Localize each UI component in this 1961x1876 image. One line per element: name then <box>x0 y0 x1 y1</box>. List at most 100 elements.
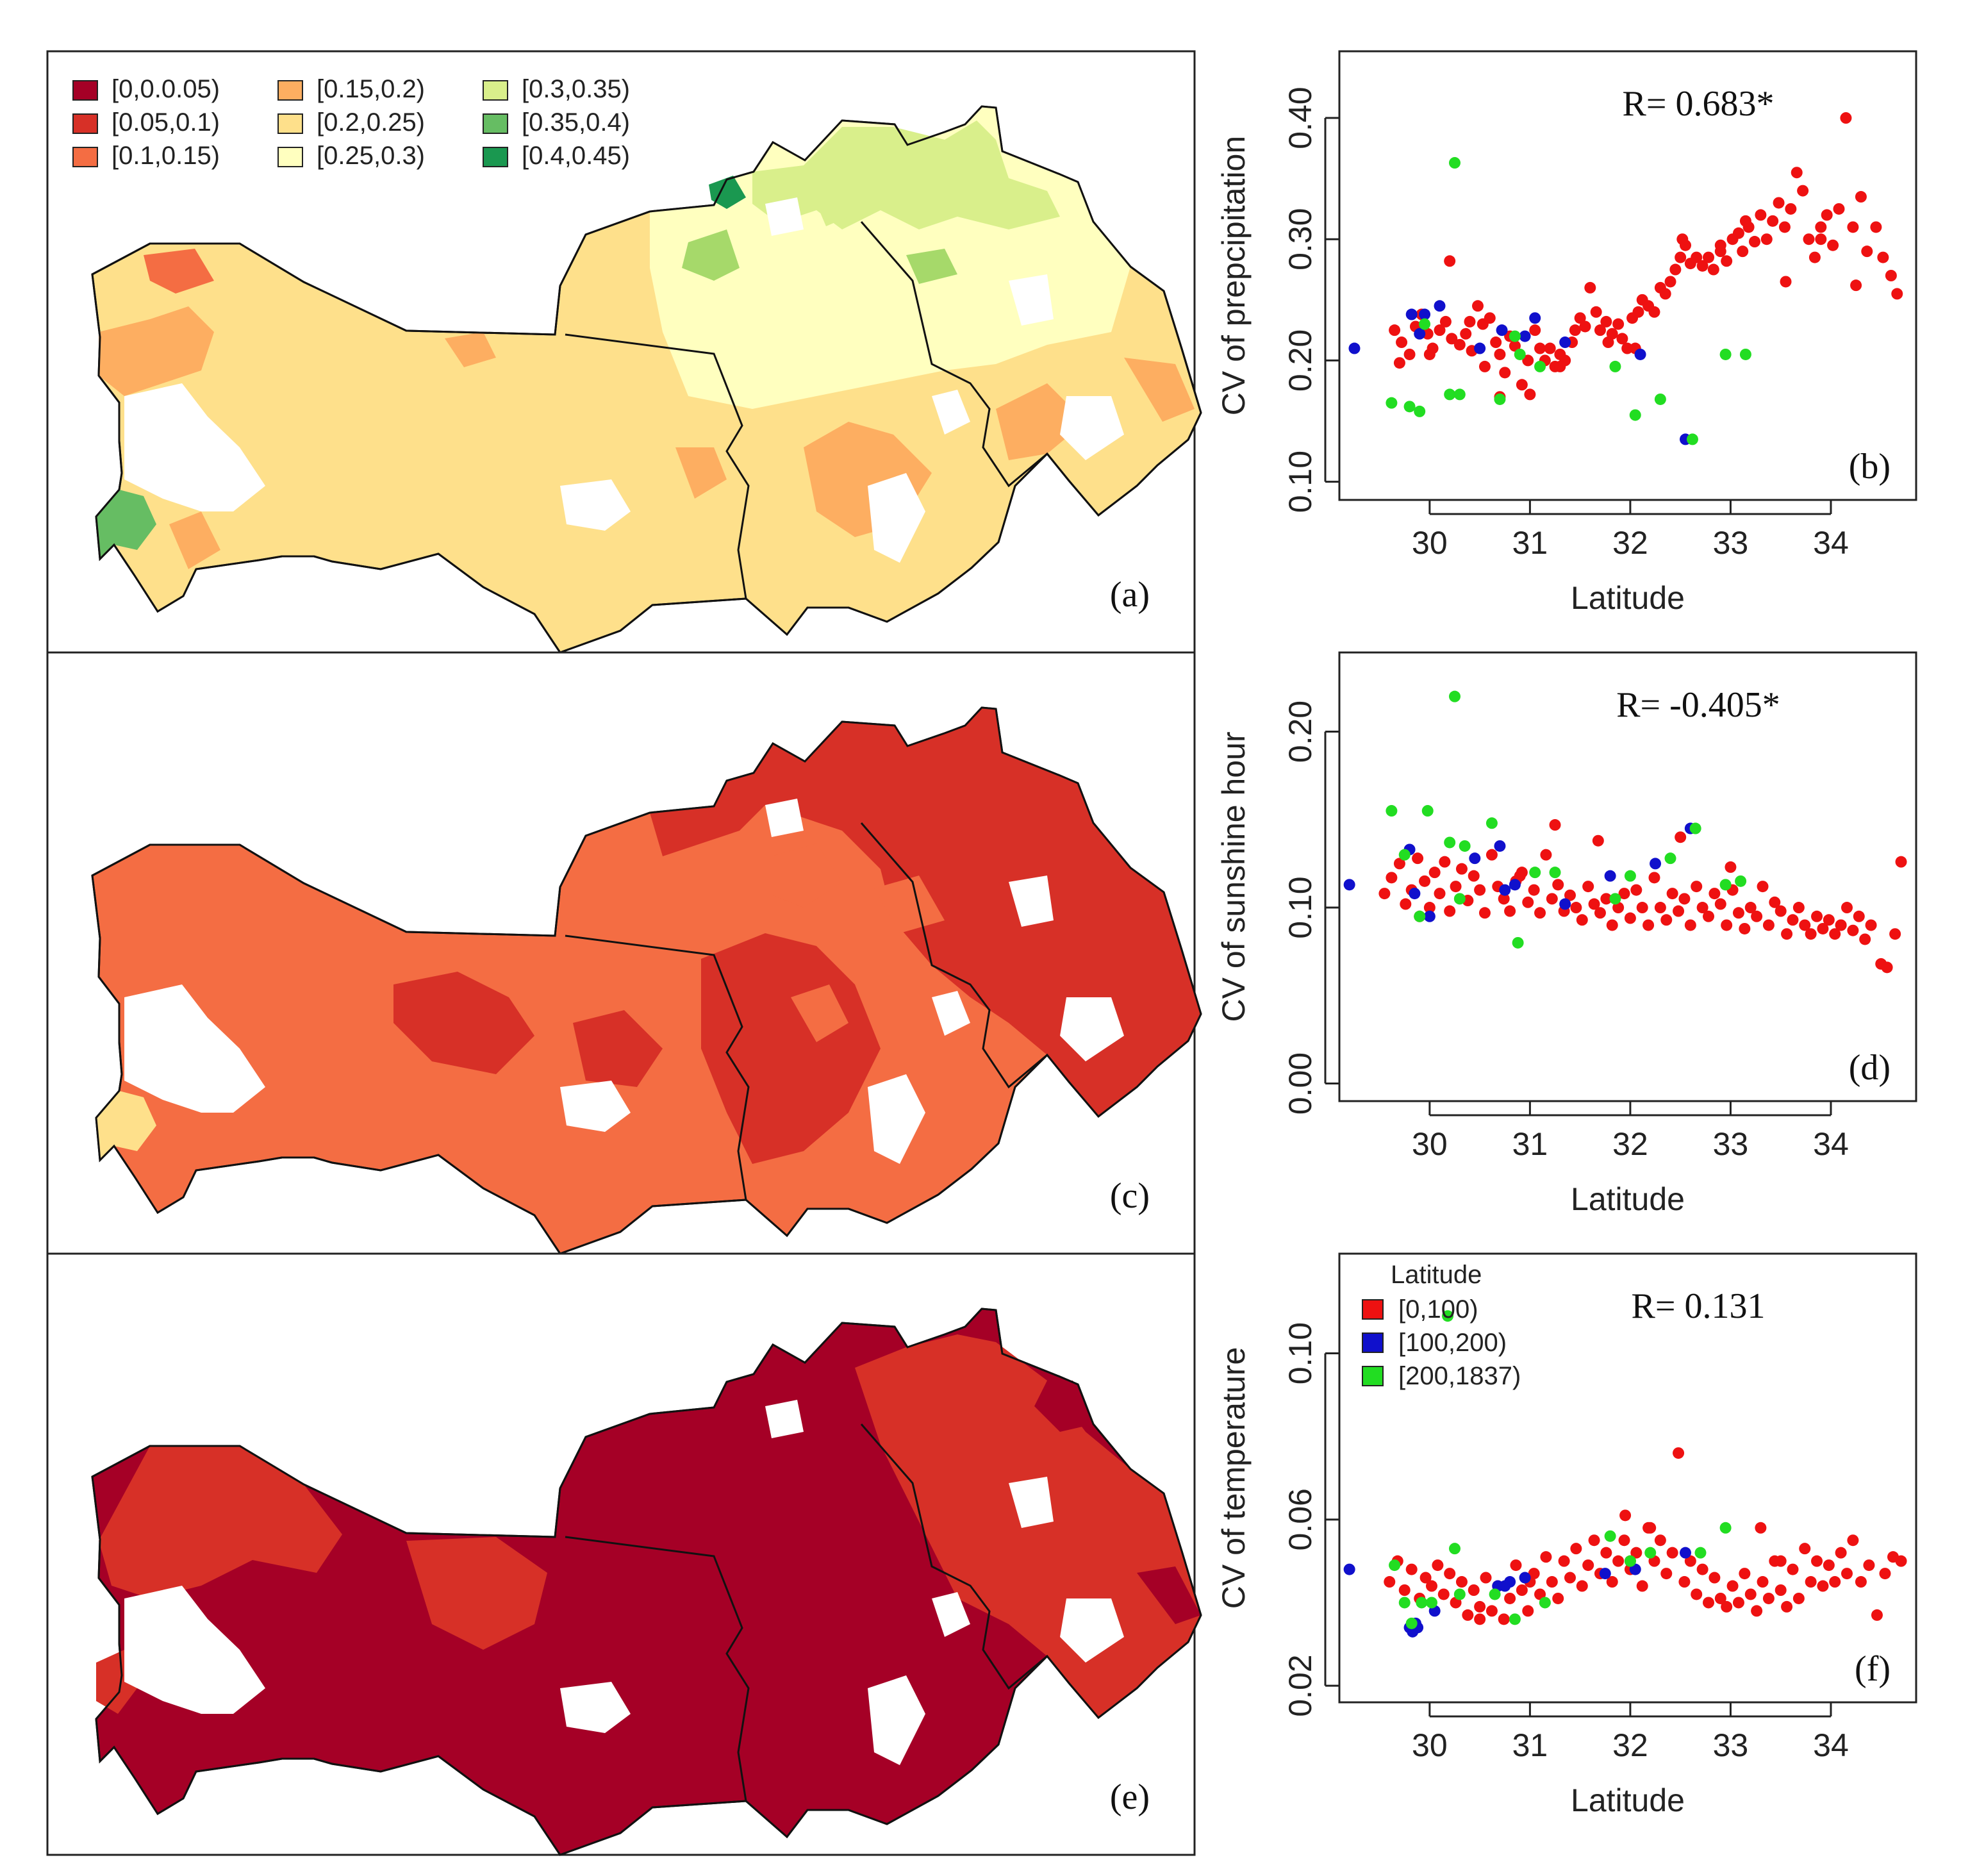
legend-swatch-1 <box>72 113 98 134</box>
data-point <box>1751 1605 1763 1617</box>
data-point <box>1514 348 1526 360</box>
data-point <box>1650 858 1662 870</box>
data-point <box>1823 914 1835 926</box>
x-tick-label: 34 <box>1813 525 1849 561</box>
y-tick-label: 0.40 <box>1282 87 1318 149</box>
x-axis-label: Latitude <box>1571 580 1685 616</box>
data-point <box>1725 861 1737 873</box>
data-point <box>1691 1588 1703 1600</box>
data-point <box>1509 340 1521 352</box>
legend-swatch-8 <box>483 147 508 167</box>
data-point <box>1539 1597 1551 1609</box>
data-point <box>1552 1592 1564 1604</box>
legend-title: Latitude <box>1391 1261 1482 1289</box>
y-axis-label: CV of sunshine hour <box>1216 731 1252 1022</box>
data-point <box>1744 902 1757 914</box>
data-point <box>1797 185 1809 197</box>
data-point <box>1666 1547 1678 1559</box>
legend-label-5: [0.25,0.3) <box>317 142 425 170</box>
data-point <box>1516 1584 1528 1596</box>
data-point <box>1632 306 1644 318</box>
data-point <box>1870 221 1882 233</box>
data-point <box>1778 221 1791 233</box>
x-tick-label: 32 <box>1612 525 1648 561</box>
data-point <box>1468 870 1480 882</box>
data-point <box>1449 1543 1460 1555</box>
x-tick-label: 33 <box>1713 1727 1749 1763</box>
data-point <box>1624 1555 1636 1567</box>
data-point <box>1827 239 1839 251</box>
data-point <box>1439 315 1452 328</box>
data-point <box>1528 884 1540 896</box>
data-point <box>1689 822 1701 834</box>
panel-tag-c: (c) <box>1110 1176 1150 1216</box>
scatter-panel-b: 30 31 32 33 34 0.10 0.20 0.30 0.40 Latitude CV of … <box>1216 50 1917 616</box>
data-point <box>1780 276 1792 288</box>
data-point <box>1673 905 1685 917</box>
data-point <box>1405 308 1418 320</box>
data-point <box>1504 1592 1516 1604</box>
data-point <box>1384 1576 1396 1588</box>
data-point <box>1714 239 1726 251</box>
data-point <box>1634 348 1646 360</box>
data-point <box>1576 914 1588 926</box>
data-point <box>1594 907 1606 919</box>
data-point <box>1703 1597 1714 1609</box>
data-point <box>1749 236 1760 248</box>
data-point <box>1564 1572 1576 1584</box>
data-point <box>1721 255 1733 267</box>
data-point <box>1449 690 1460 702</box>
data-point <box>1453 893 1466 905</box>
data-point <box>1808 251 1821 263</box>
legend-swatch-7 <box>483 113 508 134</box>
data-point <box>1453 1588 1466 1600</box>
y-tick-label: 0.10 <box>1282 1322 1318 1384</box>
data-point <box>1815 233 1827 245</box>
x-tick-label: 31 <box>1512 1727 1548 1763</box>
series-legend: Latitude [0,100) [100,200) [200,1837) <box>1362 1261 1521 1390</box>
legend-label-8: [0.4,0.45) <box>522 142 630 170</box>
y-tick-label: 0.00 <box>1282 1052 1318 1115</box>
legend-swatch-6 <box>483 80 508 101</box>
data-point <box>1654 393 1666 405</box>
data-point <box>1612 1555 1625 1567</box>
x-tick-label: 34 <box>1813 1126 1849 1162</box>
data-point <box>1529 312 1541 324</box>
data-point <box>1389 1559 1401 1572</box>
data-point <box>1833 203 1845 215</box>
data-point <box>1709 888 1721 900</box>
y-tick-label: 0.10 <box>1282 876 1318 938</box>
legend-swatch-1 <box>1362 1332 1384 1353</box>
x-tick-label: 31 <box>1512 1126 1548 1162</box>
data-point <box>1678 893 1691 905</box>
panel-tag-a: (a) <box>1110 575 1150 615</box>
data-point <box>1606 1576 1618 1588</box>
data-point <box>1421 805 1434 817</box>
data-point <box>1680 1547 1691 1559</box>
data-point <box>1769 896 1781 908</box>
x-tick-label: 32 <box>1612 1727 1648 1763</box>
data-point <box>1739 922 1751 934</box>
data-point <box>1714 898 1726 910</box>
data-point <box>1485 849 1498 861</box>
plot-frame <box>1338 651 1917 1102</box>
data-point <box>1799 1543 1811 1555</box>
x-tick-label: 34 <box>1813 1727 1849 1763</box>
data-point <box>1787 914 1799 926</box>
correlation-annotation: R= 0.131 <box>1632 1286 1766 1326</box>
data-point <box>1762 919 1775 931</box>
data-point <box>1423 902 1436 914</box>
data-point <box>1781 1600 1793 1613</box>
data-point <box>1469 852 1481 865</box>
series-2 <box>1389 1310 1732 1629</box>
legend-label-2: [0.1,0.15) <box>112 142 220 170</box>
data-point <box>1574 312 1586 324</box>
legend-label-1: [0.05,0.1) <box>112 108 220 137</box>
data-point <box>1590 306 1602 318</box>
data-point <box>1462 1609 1474 1621</box>
data-point <box>1343 879 1355 891</box>
data-point <box>1582 881 1594 893</box>
legend-swatch-2 <box>72 147 98 167</box>
data-point <box>1895 1555 1907 1567</box>
data-point <box>1599 1568 1611 1580</box>
